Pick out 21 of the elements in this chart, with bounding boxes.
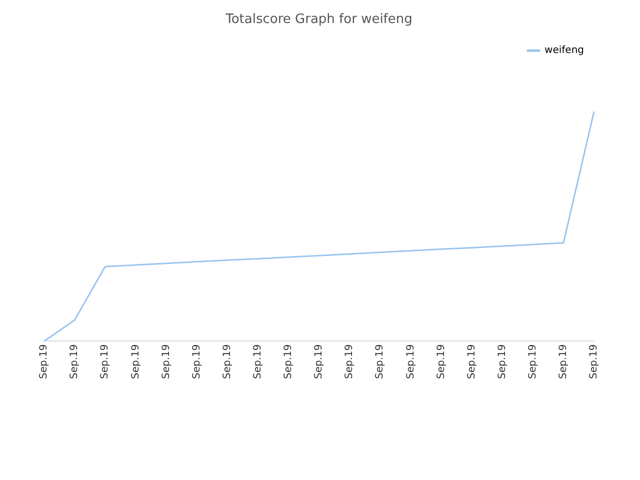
x-tick-label: Sep.19 — [527, 344, 538, 380]
chart-title: Totalscore Graph for weifeng — [224, 12, 412, 28]
x-tick-label: Sep.19 — [283, 344, 294, 380]
x-tick-label: Sep.19 — [314, 344, 325, 380]
x-tick-label: Sep.19 — [496, 344, 508, 380]
x-tick-label: Sep.19 — [69, 344, 80, 380]
x-tick-label: Sep.19 — [252, 344, 264, 380]
x-tick-label: Sep.19 — [466, 344, 478, 380]
x-tick-label: Sep.19 — [374, 344, 386, 380]
x-tick-label: Sep.19 — [222, 344, 233, 380]
x-tick-label: Sep.19 — [191, 344, 202, 380]
x-tick-label: Sep.19 — [344, 344, 356, 380]
x-tick-label: Sep.19 — [558, 344, 570, 380]
x-tick-label: Sep.19 — [436, 344, 447, 380]
x-tick-label: Sep.19 — [588, 344, 600, 380]
legend-label: weifeng — [544, 45, 584, 56]
x-tick-label: Sep.19 — [130, 344, 142, 380]
x-tick-label: Sep.19 — [100, 344, 111, 380]
x-tick-label: Sep.19 — [38, 344, 50, 380]
x-tick-label: Sep.19 — [405, 344, 416, 380]
x-tick-label: Sep.19 — [160, 344, 172, 380]
